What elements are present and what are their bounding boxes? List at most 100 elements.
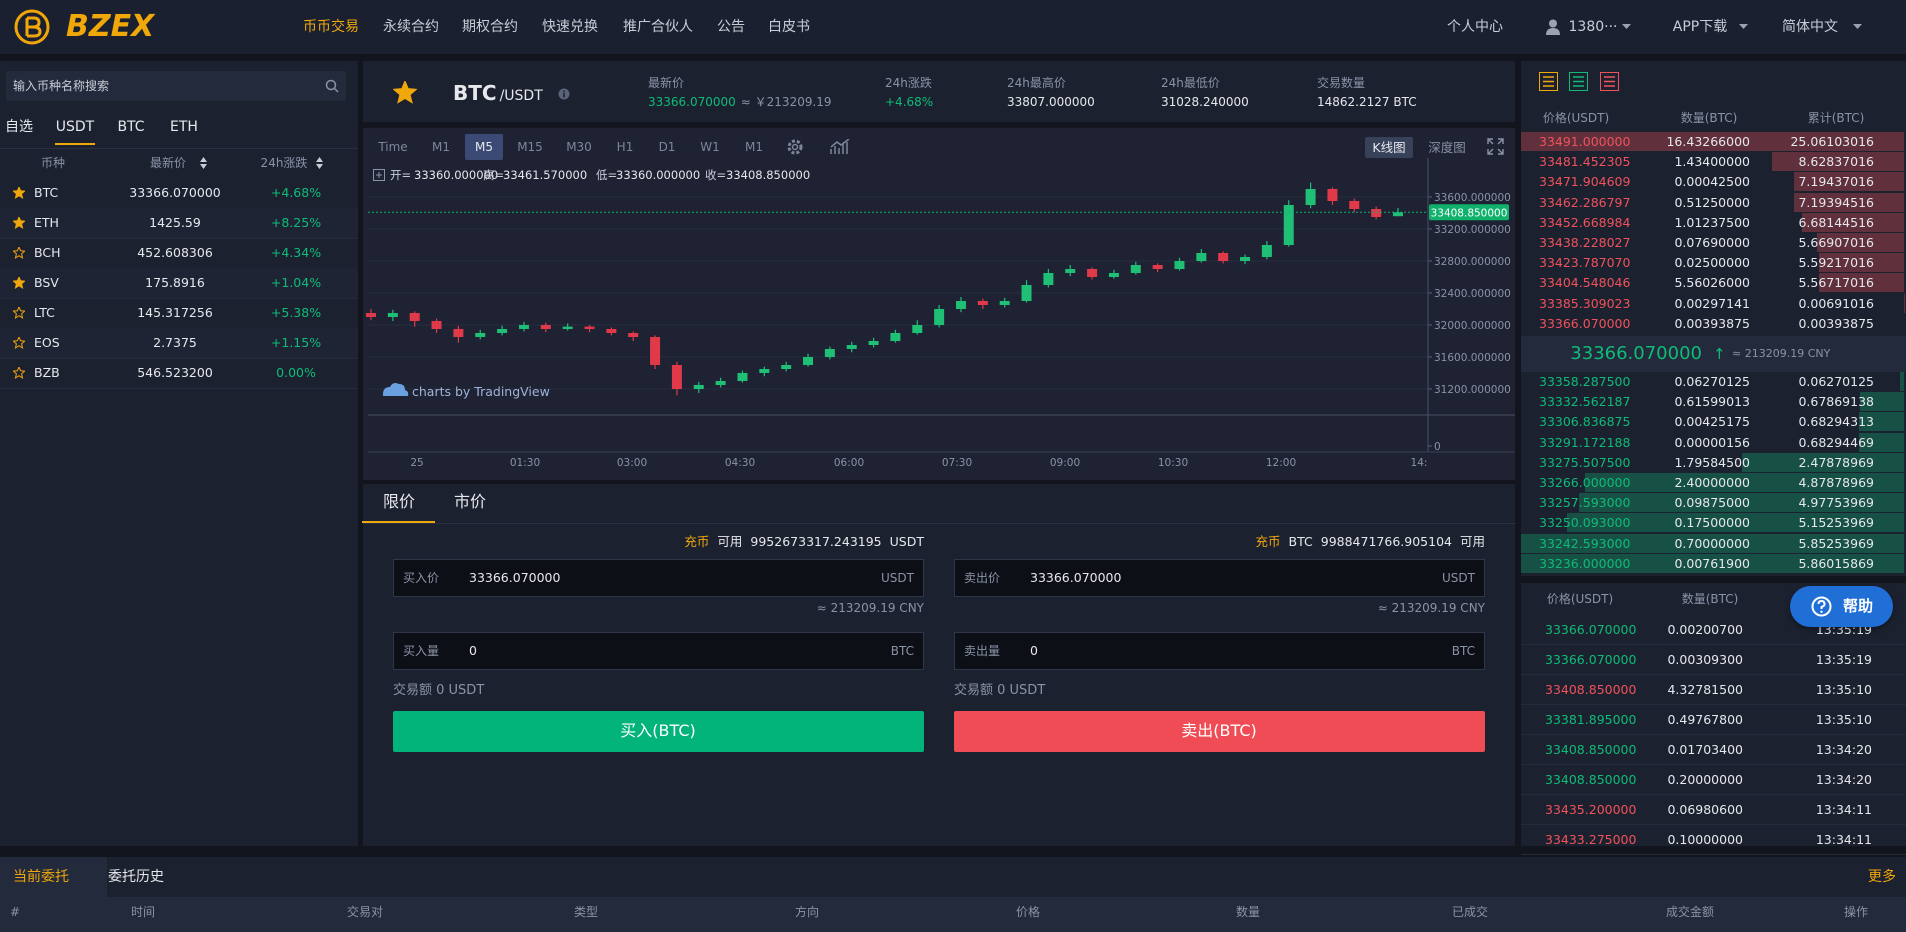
nav-item[interactable]: 白皮书 xyxy=(768,19,810,35)
chart-view[interactable]: 深度图 xyxy=(1428,140,1466,155)
interval[interactable]: Time xyxy=(378,140,408,154)
market-row[interactable] xyxy=(0,358,358,389)
book-column: 数量(BTC) xyxy=(1680,111,1738,125)
buy-button-label[interactable]: 买入(BTC) xyxy=(620,721,696,740)
book-price[interactable]: 33236.000000 xyxy=(1539,555,1631,571)
book-price[interactable]: 33491.000000 xyxy=(1539,134,1631,149)
favorite-star[interactable] xyxy=(13,337,25,349)
depth-bar xyxy=(1794,172,1904,192)
settings-icon[interactable] xyxy=(786,138,804,156)
nav-item[interactable]: 推广合伙人 xyxy=(623,19,693,35)
market-column: 最新价 xyxy=(149,156,187,170)
favorite-star[interactable] xyxy=(13,247,25,259)
book-price[interactable]: 33275.507500 xyxy=(1539,454,1631,470)
book-price[interactable]: 33366.070000 xyxy=(1539,315,1631,331)
book-price[interactable]: 33266.000000 xyxy=(1539,475,1631,490)
nav-item[interactable]: 期权合约 xyxy=(462,19,518,35)
fullscreen-icon[interactable] xyxy=(1487,138,1504,155)
order-type-tab[interactable]: 市价 xyxy=(453,492,487,511)
book-price[interactable]: 33385.309023 xyxy=(1539,295,1631,311)
search-box[interactable] xyxy=(6,71,346,101)
book-price[interactable]: 33438.228027 xyxy=(1539,235,1631,250)
market-tab[interactable]: BTC xyxy=(117,119,145,135)
interval[interactable]: H1 xyxy=(616,140,634,154)
book-price[interactable]: 33452.668984 xyxy=(1539,214,1631,230)
price-input[interactable] xyxy=(393,559,924,597)
book-price[interactable]: 33242.593000 xyxy=(1539,535,1631,551)
interval[interactable]: M15 xyxy=(517,140,543,154)
book-price[interactable]: 33306.836875 xyxy=(1539,414,1631,430)
nav-item[interactable]: 公告 xyxy=(717,19,745,35)
help-label[interactable]: 帮助 xyxy=(1842,597,1874,615)
nav-item[interactable]: 币币交易 xyxy=(303,19,359,35)
help-button[interactable] xyxy=(1790,586,1893,627)
book-price[interactable]: 33358.287500 xyxy=(1539,374,1631,389)
input-value: 33366.070000 xyxy=(469,570,561,585)
indicator-icon[interactable] xyxy=(830,139,850,155)
book-price[interactable]: 33332.562187 xyxy=(1539,394,1631,410)
trade-row-line xyxy=(1521,674,1906,675)
chart-view[interactable]: K线图 xyxy=(1372,140,1406,155)
market-tab[interactable]: 自选 xyxy=(5,119,33,135)
favorite-star[interactable] xyxy=(13,367,25,379)
market-column: 币种 xyxy=(40,156,66,170)
price-input[interactable] xyxy=(954,559,1485,597)
order-type-tab[interactable]: 限价 xyxy=(382,492,416,511)
deposit-link[interactable]: 充币 xyxy=(684,534,710,549)
interval[interactable]: W1 xyxy=(700,140,720,154)
user-account[interactable]: 1380··· xyxy=(1568,19,1618,35)
market-row[interactable] xyxy=(0,328,358,359)
interval[interactable]: M30 xyxy=(566,140,592,154)
candle-body xyxy=(846,345,857,349)
sell-button-label[interactable]: 卖出(BTC) xyxy=(1181,721,1257,740)
favorite-star[interactable] xyxy=(13,217,25,229)
nav-item[interactable]: 永续合约 xyxy=(383,19,439,35)
book-mode-icons[interactable] xyxy=(1539,72,1619,92)
deposit-link[interactable]: 充币 xyxy=(1255,534,1281,549)
amount-input[interactable] xyxy=(393,632,924,670)
orders-tab[interactable]: 当前委托 xyxy=(13,869,69,885)
favorite-star[interactable] xyxy=(13,277,25,289)
book-price[interactable]: 33291.172188 xyxy=(1539,434,1631,450)
app-download[interactable]: APP下载 xyxy=(1672,19,1728,35)
market-symbol: BTC xyxy=(34,185,59,200)
user-center[interactable]: 个人中心 xyxy=(1447,19,1503,35)
candle-body xyxy=(387,313,398,317)
depth-bar xyxy=(1772,152,1904,172)
book-qty: 0.00761900 xyxy=(1674,555,1750,571)
market-tab[interactable]: ETH xyxy=(170,119,198,135)
favorite-star[interactable] xyxy=(13,187,25,199)
favorite-star[interactable] xyxy=(13,307,25,319)
book-price[interactable]: 33257.593000 xyxy=(1539,495,1631,511)
book-price[interactable]: 33462.286797 xyxy=(1539,194,1631,210)
mid-price: 33366.070000 xyxy=(1570,343,1702,364)
book-qty: 0.70000000 xyxy=(1674,535,1750,551)
interval[interactable]: M5 xyxy=(475,140,493,154)
interval[interactable]: M1 xyxy=(432,140,450,154)
ticker-star[interactable] xyxy=(393,81,417,105)
nav-item[interactable]: 快速兑换 xyxy=(542,19,598,35)
amount-input[interactable] xyxy=(954,632,1485,670)
book-price[interactable]: 33481.452305 xyxy=(1539,154,1631,170)
trade-price: 33381.895000 xyxy=(1545,712,1637,727)
language[interactable]: 简体中文 xyxy=(1782,19,1838,35)
interval[interactable]: D1 xyxy=(658,140,676,154)
input-unit: BTC xyxy=(890,644,914,658)
ohlc-value: 33360.000000 xyxy=(414,168,499,182)
book-qty: 1.79584500 xyxy=(1674,454,1750,470)
buy-button[interactable] xyxy=(393,711,924,752)
orders-more[interactable]: 更多 xyxy=(1868,869,1896,885)
orders-tab[interactable]: 委托历史 xyxy=(108,869,164,885)
sell-button[interactable] xyxy=(954,711,1485,752)
market-row[interactable] xyxy=(0,268,358,299)
market-tab[interactable]: USDT xyxy=(55,119,95,135)
book-price[interactable]: 33250.093000 xyxy=(1539,515,1631,531)
book-price[interactable]: 33404.548046 xyxy=(1539,275,1631,291)
book-price[interactable]: 33423.787070 xyxy=(1539,255,1631,271)
book-price[interactable]: 33471.904609 xyxy=(1539,174,1631,190)
interval[interactable]: M1 xyxy=(745,140,763,154)
balance-line: 充币 可用 9952673317.243195 USDT xyxy=(684,533,924,551)
market-row[interactable] xyxy=(0,208,358,239)
book-qty: 1.01237500 xyxy=(1674,214,1750,230)
candlestick-chart: 31200.000000 31600.000000 32000.000000 3240… xyxy=(366,158,1515,469)
